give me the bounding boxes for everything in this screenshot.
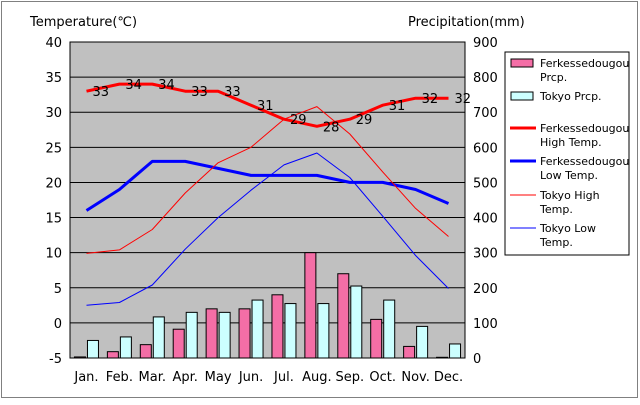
x-tick-label: Apr. <box>172 370 197 385</box>
y-left-tick-label: 5 <box>54 282 62 297</box>
x-tick-label: Jan. <box>73 370 98 385</box>
y-right-tick-label: 900 <box>473 36 498 51</box>
bar-ferkessedougou-prcp <box>271 294 284 359</box>
y-left-tick-label: 20 <box>45 176 62 191</box>
y-left-tick-label: 35 <box>45 71 62 86</box>
x-tick-label: Jun. <box>238 370 263 385</box>
legend-label: Tokyo Prcp. <box>539 90 602 103</box>
line-tokyo-high <box>86 106 449 254</box>
bar-ferkessedougou-prcp <box>436 356 449 359</box>
line-ferkessedougou-low <box>85 159 450 212</box>
plot-background <box>69 41 466 359</box>
legend-label: Low Temp. <box>540 169 598 182</box>
precipitation-bars <box>73 252 462 359</box>
bar-tokyo-prcp <box>152 316 165 359</box>
y-right-tick-label: 100 <box>473 317 498 332</box>
y-left-tick-label: 40 <box>45 36 62 51</box>
data-label-high-temp: 32 <box>422 92 439 107</box>
data-label-high-temp: 34 <box>158 78 175 93</box>
y-right-tick-label: 400 <box>473 212 498 227</box>
bar-ferkessedougou-prcp <box>238 308 251 359</box>
bar-tokyo-prcp <box>251 299 264 359</box>
bar-ferkessedougou-prcp <box>370 318 383 359</box>
data-label-high-temp: 29 <box>356 113 373 128</box>
bar-ferkessedougou-prcp <box>139 344 152 359</box>
legend-swatch <box>510 58 534 68</box>
data-label-high-temp: 32 <box>455 92 472 107</box>
axes: 40 35 30 25 20 15 10 5 0 -5 900 800 700 600 500 400 300 2… <box>29 15 525 385</box>
legend-label: Prcp. <box>540 71 567 84</box>
y-left-tick-label: 25 <box>45 141 62 156</box>
x-tick-label: Sep. <box>335 370 364 385</box>
bar-tokyo-prcp <box>119 336 132 359</box>
bar-ferkessedougou-prcp <box>205 308 218 359</box>
bar-ferkessedougou-prcp <box>403 345 416 359</box>
data-labels: 33 34 34 33 33 31 29 28 29 31 32 32 <box>92 78 471 135</box>
legend-label: Tokyo Low <box>539 222 596 235</box>
line-ferkessedougou-high <box>86 82 449 128</box>
x-tick-label: Dec. <box>434 370 463 385</box>
legend-label: Ferkessedougou <box>540 122 629 135</box>
y-right-tick-label: 800 <box>473 71 498 86</box>
x-tick-label: May <box>205 370 232 385</box>
y-left-tick-label: 15 <box>45 212 62 227</box>
data-label-high-temp: 33 <box>92 85 109 100</box>
legend-label: Tokyo High <box>539 189 600 202</box>
bar-ferkessedougou-prcp <box>172 328 185 359</box>
bar-tokyo-prcp <box>449 343 462 359</box>
y-right-tick-label: 700 <box>473 106 498 121</box>
legend-label: Temp. <box>539 236 573 249</box>
data-label-high-temp: 31 <box>389 99 406 114</box>
data-label-high-temp: 33 <box>191 85 208 100</box>
bar-tokyo-prcp <box>86 339 99 359</box>
data-label-high-temp: 28 <box>323 120 340 135</box>
y-right-tick-label: 0 <box>473 352 481 367</box>
data-label-high-temp: 33 <box>224 85 241 100</box>
bar-ferkessedougou-prcp <box>337 273 350 359</box>
bar-tokyo-prcp <box>416 325 429 359</box>
x-tick-label: Feb. <box>106 370 133 385</box>
bar-tokyo-prcp <box>383 299 396 359</box>
legend-label: Temp. <box>539 203 573 216</box>
x-tick-label: Mar. <box>139 370 166 385</box>
bar-tokyo-prcp <box>350 285 363 359</box>
y-right-tick-label: 200 <box>473 282 498 297</box>
temperature-lines <box>85 82 450 306</box>
x-tick-label: Jul. <box>273 370 294 385</box>
bar-ferkessedougou-prcp <box>106 351 119 359</box>
legend-label: Ferkessedougou <box>540 57 629 70</box>
line-tokyo-low <box>86 152 449 306</box>
data-label-high-temp: 31 <box>257 99 274 114</box>
bar-ferkessedougou-prcp <box>304 252 317 359</box>
legend-label: Ferkessedougou <box>540 155 629 168</box>
y-right-axis-title: Precipitation(mm) <box>408 15 525 30</box>
x-tick-label: Oct. <box>369 370 396 385</box>
y-right-tick-label: 300 <box>473 247 498 262</box>
plot-area <box>69 41 466 359</box>
bar-tokyo-prcp <box>185 311 198 359</box>
y-right-tick-label: 600 <box>473 141 498 156</box>
y-left-tick-label: -5 <box>49 352 62 367</box>
y-left-tick-label: 0 <box>54 317 62 332</box>
x-tick-label: Nov. <box>401 370 430 385</box>
legend-box <box>504 51 630 256</box>
bar-tokyo-prcp <box>284 303 297 359</box>
bar-tokyo-prcp <box>218 311 231 359</box>
legend-label: High Temp. <box>540 136 602 149</box>
legend-swatch <box>510 91 534 101</box>
x-tick-label: Aug. <box>302 370 332 385</box>
data-label-high-temp: 29 <box>290 113 307 128</box>
y-right-tick-label: 500 <box>473 176 498 191</box>
y-left-axis-title: Temperature(℃) <box>29 15 137 30</box>
data-label-high-temp: 34 <box>125 78 142 93</box>
bar-ferkessedougou-prcp <box>73 356 86 359</box>
y-left-tick-label: 30 <box>45 106 62 121</box>
y-left-tick-label: 10 <box>45 247 62 262</box>
bar-tokyo-prcp <box>317 303 330 359</box>
